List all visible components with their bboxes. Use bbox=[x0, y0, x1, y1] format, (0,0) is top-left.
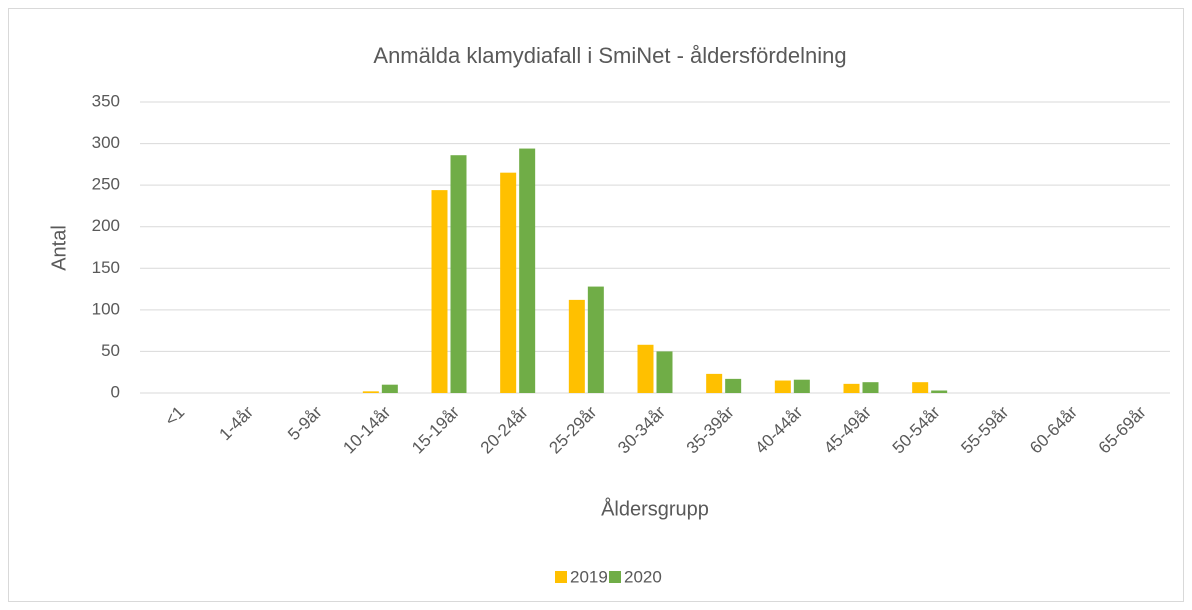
y-tick-label: 200 bbox=[92, 216, 120, 235]
bar bbox=[519, 148, 536, 393]
y-axis-title: Antal bbox=[48, 225, 70, 271]
y-tick-label: 350 bbox=[92, 91, 120, 110]
bar bbox=[862, 382, 879, 393]
y-tick-label: 50 bbox=[101, 341, 120, 360]
bar bbox=[931, 390, 948, 393]
bar bbox=[725, 378, 742, 393]
bar bbox=[362, 391, 379, 393]
bar bbox=[568, 299, 585, 393]
bar bbox=[500, 172, 517, 393]
chart-title: Anmälda klamydiafall i SmiNet - åldersfö… bbox=[373, 43, 846, 68]
bar bbox=[793, 379, 810, 393]
bar bbox=[587, 286, 604, 393]
bar bbox=[637, 344, 654, 393]
bar bbox=[706, 373, 723, 393]
y-tick-label: 300 bbox=[92, 133, 120, 152]
x-axis-title: Åldersgrupp bbox=[601, 497, 709, 520]
legend-label: 2020 bbox=[624, 567, 662, 586]
bar bbox=[656, 351, 673, 393]
y-tick-label: 250 bbox=[92, 175, 120, 194]
y-tick-label: 0 bbox=[111, 382, 120, 401]
legend-label: 2019 bbox=[570, 567, 608, 586]
legend-swatch bbox=[609, 571, 621, 583]
bar bbox=[774, 380, 791, 393]
y-tick-label: 100 bbox=[92, 299, 120, 318]
y-tick-label: 150 bbox=[92, 258, 120, 277]
legend-swatch bbox=[555, 571, 567, 583]
bar bbox=[431, 190, 448, 393]
bar bbox=[450, 155, 467, 393]
bar bbox=[912, 382, 929, 393]
bar bbox=[843, 383, 860, 393]
bar bbox=[381, 384, 398, 393]
